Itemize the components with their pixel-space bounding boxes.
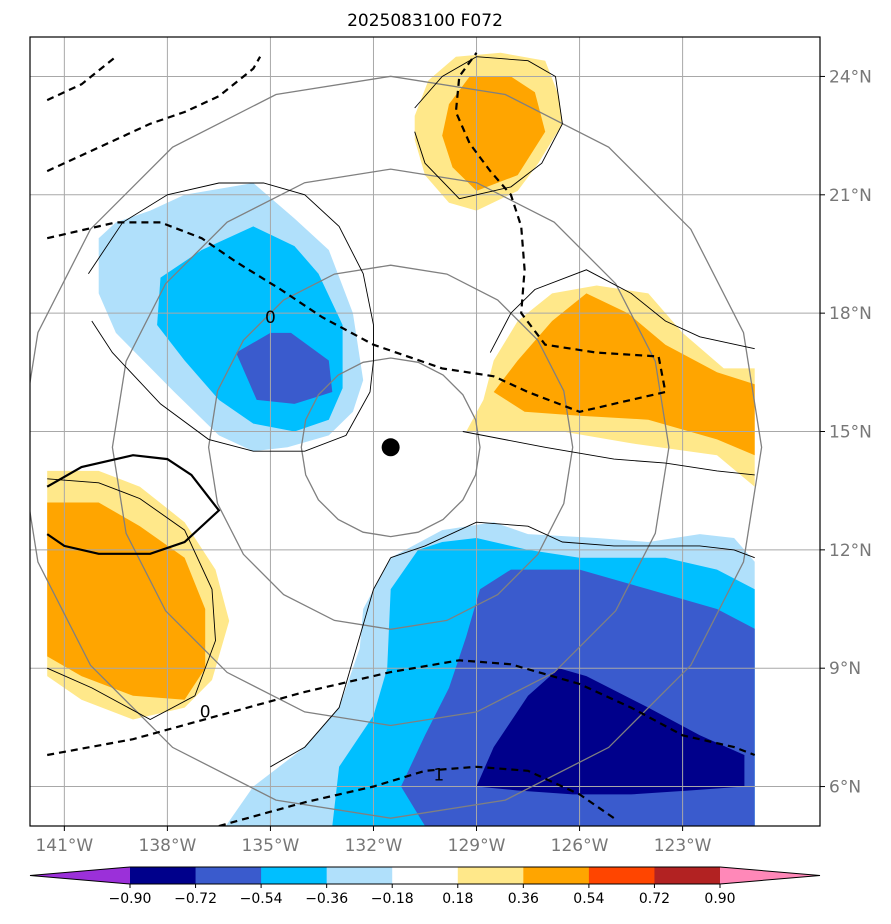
dashed-zero-north xyxy=(46,52,667,413)
range-ring-1 xyxy=(300,357,481,538)
dashed-contours xyxy=(46,52,756,826)
dashed-top-left-1 xyxy=(46,55,117,102)
colorbar-label-5: 0.18 xyxy=(442,891,473,907)
y-axis-ticks: 24°N 21°N 18°N 15°N 12°N 9°N 6°N xyxy=(820,67,872,798)
colorbar-segment-7 xyxy=(588,867,655,884)
colorbar-label-8: 0.72 xyxy=(639,891,670,907)
chart-title: 2025083100 F072 xyxy=(347,11,503,31)
filled-region-blue-nw xyxy=(236,332,333,404)
colorbar-label-7: 0.54 xyxy=(573,891,604,907)
thin-se-west xyxy=(270,557,392,768)
range-ring-4 xyxy=(30,75,763,819)
contour-labels: 0 0 1 xyxy=(200,308,444,786)
colorbar-segment-3 xyxy=(326,867,393,884)
dashed-zero-south xyxy=(47,659,756,757)
colorbar-segment-8 xyxy=(654,867,721,884)
colorbar-extend-high xyxy=(720,867,820,884)
thin-se-outline xyxy=(390,521,755,559)
colorbar-segment-5 xyxy=(457,867,524,884)
x-tick-label-4: 129°W xyxy=(448,836,506,856)
colorbar-label-4: −0.18 xyxy=(371,891,414,907)
contour-label-2: 1 xyxy=(433,766,444,786)
colorbar-segment-1 xyxy=(195,867,262,884)
dashed-top-left-2 xyxy=(46,56,262,173)
x-tick-label-1: 138°W xyxy=(139,836,197,856)
thin-north-outline xyxy=(414,56,563,200)
contour-label-0: 0 xyxy=(265,308,276,328)
x-tick-label-3: 132°W xyxy=(345,836,403,856)
colorbar-label-0: −0.90 xyxy=(109,891,152,907)
x-tick-label-6: 123°W xyxy=(654,836,712,856)
thin-contours xyxy=(47,56,755,768)
y-tick-label-0: 24°N xyxy=(829,67,872,87)
y-tick-label-5: 9°N xyxy=(829,659,861,679)
range-ring-3 xyxy=(111,168,670,727)
dashed-one-south xyxy=(218,765,615,826)
bold-contour-west xyxy=(46,454,221,555)
contour-label-1: 0 xyxy=(200,703,211,723)
filled-region-orange-north xyxy=(442,76,546,191)
y-tick-label-3: 15°N xyxy=(829,423,872,443)
range-rings xyxy=(30,75,763,819)
thin-east-outline xyxy=(489,269,755,353)
x-axis-ticks: 141°W 138°W 135°W 132°W 129°W 126°W 123°W xyxy=(35,826,712,856)
x-tick-label-0: 141°W xyxy=(35,836,93,856)
colorbar-label-2: −0.54 xyxy=(240,891,283,907)
x-tick-label-2: 135°W xyxy=(242,836,300,856)
colorbar-extend-low xyxy=(30,867,130,884)
y-tick-label-4: 12°N xyxy=(829,541,872,561)
solid-contours xyxy=(46,454,221,555)
colorbar-label-1: −0.72 xyxy=(174,891,217,907)
thin-nw-outline xyxy=(88,182,374,452)
x-tick-label-5: 126°W xyxy=(551,836,609,856)
filled-region-navy-se xyxy=(476,668,745,795)
y-tick-label-6: 6°N xyxy=(829,778,861,798)
map-plot-area: 0 0 1 xyxy=(30,37,820,826)
colorbar: −0.90 −0.72 −0.54 −0.36 −0.18 0.18 0.36 0.54 0.7… xyxy=(29,866,821,907)
y-tick-label-2: 18°N xyxy=(829,304,872,324)
filled-region-orange-east xyxy=(493,293,755,456)
colorbar-segment-0 xyxy=(130,867,197,884)
colorbar-segment-2 xyxy=(261,867,328,884)
colorbar-label-6: 0.36 xyxy=(508,891,539,907)
colorbar-segment-4 xyxy=(392,867,459,884)
gridlines xyxy=(30,37,820,826)
storm-center-dot xyxy=(381,438,400,457)
thin-east-lower xyxy=(462,431,755,476)
storm-center xyxy=(381,438,400,457)
y-tick-label-1: 21°N xyxy=(829,186,872,206)
colorbar-segment-6 xyxy=(523,867,590,884)
range-ring-2 xyxy=(207,264,574,630)
thin-west-outline xyxy=(47,478,216,721)
colorbar-label-9: 0.90 xyxy=(704,891,735,907)
colorbar-label-3: −0.36 xyxy=(305,891,348,907)
